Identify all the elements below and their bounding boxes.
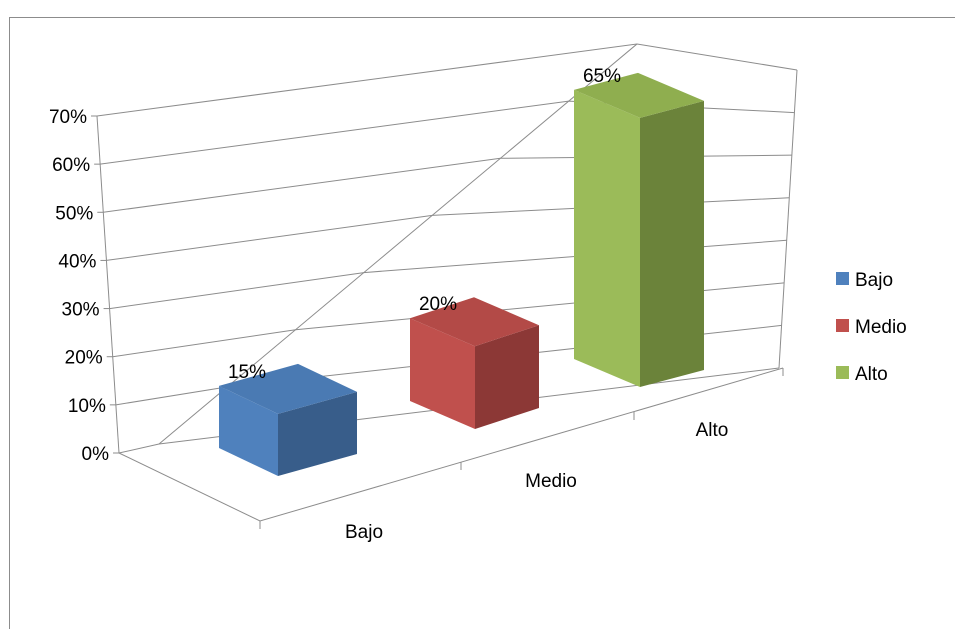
data-label: 15% [228, 362, 266, 383]
bar-top-face [219, 363, 357, 414]
y-tick-label: 10% [68, 396, 106, 417]
bar-medio [410, 297, 539, 429]
x-tick-label: Medio [525, 471, 577, 492]
bar-side-face [475, 325, 539, 429]
legend-swatch [836, 272, 849, 285]
bar-front-face [410, 318, 475, 429]
legend-swatch [836, 319, 849, 332]
bar-front-face [574, 89, 640, 387]
bar-front-face [219, 385, 278, 476]
bars [219, 72, 704, 476]
labels: 0% 10% 20% 30% 40% 50% 60% 70% Bajo Medio Alto 15% 2… [49, 66, 728, 543]
legend-label: Alto [855, 364, 888, 385]
y-tick-label: 0% [82, 444, 110, 465]
legend-label: Medio [855, 317, 907, 338]
y-tick-label: 40% [58, 251, 96, 272]
bar-alto [574, 72, 704, 387]
y-axis [96, 115, 120, 454]
data-label: 20% [419, 294, 457, 315]
axes [91, 43, 798, 529]
bar-top-face [574, 72, 704, 118]
x-tick-label: Bajo [345, 522, 383, 543]
bar-bajo [219, 363, 357, 476]
y-tick-label: 20% [65, 348, 103, 369]
back-wall-edge [158, 43, 638, 445]
y-tick-label: 30% [62, 300, 100, 321]
bar-side-face [640, 100, 704, 387]
y-tick-label: 50% [55, 203, 93, 224]
bar-side-face [278, 391, 357, 476]
bar-top-face [410, 297, 539, 347]
right-wall-edge [778, 69, 798, 369]
y-tick-label: 60% [52, 155, 90, 176]
legend-label: Bajo [855, 270, 893, 291]
legend: Bajo Medio Alto [836, 270, 907, 385]
legend-swatch [836, 366, 849, 379]
x-tick-label: Alto [696, 420, 729, 441]
data-label: 65% [583, 66, 621, 87]
chart-frame [9, 17, 955, 629]
y-tick-label: 70% [49, 107, 87, 128]
